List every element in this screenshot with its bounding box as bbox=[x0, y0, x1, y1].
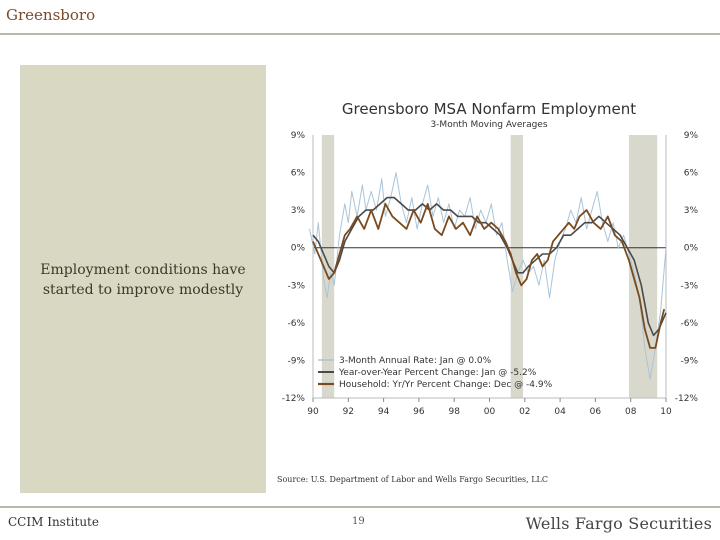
employment-chart: Greensboro MSA Nonfarm Employment 3-Mont… bbox=[282, 100, 699, 417]
y-tick-label-right: -9% bbox=[680, 356, 698, 366]
y-tick-label-right: -12% bbox=[675, 394, 699, 404]
y-tick-label-left: -3% bbox=[287, 281, 305, 291]
x-tick-label: 02 bbox=[519, 407, 530, 417]
legend-label-brown: Household: Yr/Yr Percent Change: Dec @ -… bbox=[339, 380, 553, 390]
y-tick-label-right: 0% bbox=[684, 244, 699, 254]
y-tick-label-right: -6% bbox=[680, 319, 698, 329]
brand-logo-text: Wells Fargo Securities bbox=[525, 514, 712, 533]
recession-band-0 bbox=[321, 135, 335, 398]
chart-subtitle: 3-Month Moving Averages bbox=[430, 120, 547, 130]
page-title: Greensboro bbox=[6, 6, 96, 24]
footer-divider bbox=[0, 506, 720, 508]
series-line-dark bbox=[312, 196, 667, 337]
legend-label-light: 3-Month Annual Rate: Jan @ 0.0% bbox=[339, 356, 492, 366]
y-tick-label-left: -9% bbox=[287, 356, 305, 366]
footer-organization: CCIM Institute bbox=[8, 515, 99, 529]
y-tick-label-right: 3% bbox=[684, 206, 699, 216]
source-note: Source: U.S. Department of Labor and Wel… bbox=[277, 475, 548, 484]
x-tick-label: 08 bbox=[625, 407, 637, 417]
y-tick-label-left: -6% bbox=[287, 319, 305, 329]
x-tick-label: 90 bbox=[307, 407, 319, 417]
page-number: 19 bbox=[352, 516, 365, 527]
x-tick-label: 06 bbox=[590, 407, 602, 417]
side-caption: Employment conditions have started to im… bbox=[40, 262, 246, 298]
y-tick-label-left: 0% bbox=[291, 244, 306, 254]
y-tick-label-right: 6% bbox=[684, 169, 699, 179]
series-line-brown bbox=[312, 203, 666, 349]
legend-label-dark: Year-over-Year Percent Change: Jan @ -5.… bbox=[338, 368, 537, 378]
x-tick-label: 96 bbox=[413, 407, 425, 417]
y-tick-label-left: 9% bbox=[291, 131, 306, 141]
y-tick-label-left: 6% bbox=[291, 169, 306, 179]
recession-band-1 bbox=[510, 135, 524, 398]
y-tick-label-left: -12% bbox=[282, 394, 306, 404]
x-tick-label: 98 bbox=[448, 407, 460, 417]
x-tick-label: 94 bbox=[378, 407, 390, 417]
header-divider bbox=[0, 33, 720, 35]
x-tick-label: 04 bbox=[554, 407, 566, 417]
x-tick-label: 00 bbox=[484, 407, 496, 417]
series-line-light bbox=[309, 172, 667, 380]
x-tick-label: 10 bbox=[660, 407, 672, 417]
y-tick-label-right: -3% bbox=[680, 281, 698, 291]
x-tick-label: 92 bbox=[343, 407, 354, 417]
y-tick-label-right: 9% bbox=[684, 131, 699, 141]
side-panel: Employment conditions have started to im… bbox=[20, 65, 266, 493]
recession-band-2 bbox=[628, 135, 658, 398]
chart-title: Greensboro MSA Nonfarm Employment bbox=[342, 100, 636, 118]
y-tick-label-left: 3% bbox=[291, 206, 306, 216]
